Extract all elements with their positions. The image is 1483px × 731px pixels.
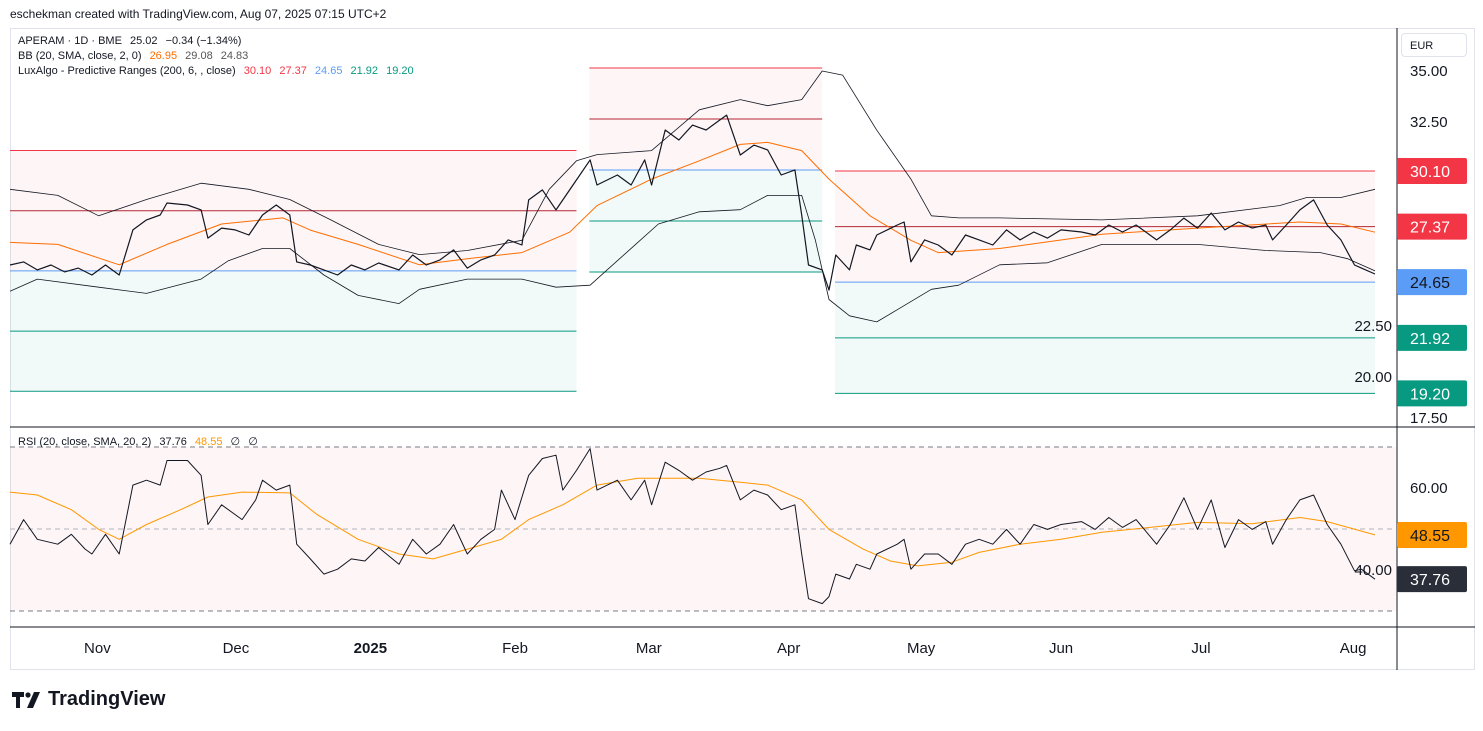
chart-frame — [10, 28, 1475, 670]
rsi-label-badge-bg — [1397, 566, 1467, 593]
time-axis-tick: Jun — [1049, 640, 1073, 657]
pr-value-r1: 27.37 — [279, 65, 307, 77]
price-label-badge: 27.37 — [1410, 220, 1450, 237]
chart-credit: eschekman created with TradingView.com, … — [10, 7, 387, 21]
price-axis-tick: 22.50 — [1354, 318, 1392, 335]
bb-lower-line — [9, 195, 1376, 323]
price-label-badge-bg — [1397, 213, 1467, 240]
bb-upper-value: 29.08 — [185, 50, 213, 62]
time-axis-tick: May — [907, 640, 936, 657]
symbol-legend[interactable]: APERAM · 1D · BME 25.02 −0.34 (−1.34%) — [18, 34, 246, 49]
time-axis-tick: Feb — [502, 640, 528, 657]
pr-legend[interactable]: LuxAlgo - Predictive Ranges (200, 6, , c… — [18, 64, 419, 79]
rsi-axis-tick: 60.00 — [1410, 480, 1448, 497]
pr-value-avg: 24.65 — [314, 65, 343, 77]
time-axis-tick: Aug — [1340, 640, 1367, 657]
time-axis-tick: Jul — [1191, 640, 1210, 657]
tradingview-logo[interactable]: TradingView — [12, 688, 165, 711]
time-axis-tick: Mar — [636, 640, 662, 657]
currency-button[interactable]: EUR — [1401, 33, 1467, 57]
price-label-badge-bg — [1397, 324, 1467, 351]
symbol-title: APERAM · 1D · BME — [18, 35, 122, 47]
bb-lower-value: 24.83 — [220, 50, 249, 62]
price-change: −0.34 (−1.34%) — [165, 35, 242, 47]
rsi-label: RSI (20, close, SMA, 20, 2) — [18, 436, 152, 448]
price-label-badge-bg — [1397, 380, 1467, 407]
time-axis-tick: 2025 — [354, 640, 387, 657]
price-label-badge-bg — [1397, 157, 1467, 184]
time-axis-tick: Dec — [223, 640, 250, 657]
pr-value-r2: 30.10 — [243, 65, 272, 77]
price-label-badge: 24.65 — [1410, 275, 1450, 292]
price-axis-tick: 17.50 — [1410, 410, 1448, 427]
bb-legend[interactable]: BB (20, SMA, close, 2, 0) 26.95 29.08 24… — [18, 49, 253, 64]
pr-value-s2: 19.20 — [386, 65, 414, 77]
pr-value-s1: 21.92 — [350, 65, 379, 77]
bb-upper-line — [9, 70, 1376, 255]
price-axis-tick: 32.50 — [1410, 114, 1448, 131]
rsi-legend[interactable]: RSI (20, close, SMA, 20, 2) 37.76 48.55 … — [18, 435, 263, 450]
rsi-label-badge: 48.55 — [1410, 528, 1450, 545]
rsi-na-2: ∅ — [248, 436, 258, 448]
bb-basis-value: 26.95 — [149, 50, 178, 62]
rsi-label-badge: 37.76 — [1410, 572, 1450, 589]
rsi-line — [9, 448, 1376, 605]
price-label-badge: 30.10 — [1410, 164, 1450, 181]
logo-text: TradingView — [48, 688, 166, 710]
price-label-badge: 19.20 — [1410, 386, 1450, 403]
bb-basis-line — [9, 141, 1376, 266]
time-axis-tick: Nov — [84, 640, 111, 657]
price-label-badge: 21.92 — [1410, 331, 1450, 348]
rsi-label-badge-bg — [1397, 521, 1467, 548]
pr-label: LuxAlgo - Predictive Ranges (200, 6, , c… — [18, 65, 236, 77]
time-axis-tick: Apr — [777, 640, 800, 657]
rsi-value: 37.76 — [159, 436, 187, 448]
price-axis-tick: 20.00 — [1354, 369, 1392, 386]
rsi-na-1: ∅ — [230, 436, 241, 448]
rsi-axis-tick: 40.00 — [1354, 562, 1392, 579]
bb-label: BB (20, SMA, close, 2, 0) — [18, 50, 142, 62]
price-axis-tick: 35.00 — [1410, 63, 1448, 80]
rsi-sma-value: 48.55 — [194, 436, 223, 448]
rsi-sma-line — [9, 477, 1376, 567]
price-label-badge-bg — [1397, 269, 1467, 296]
last-price: 25.02 — [129, 35, 158, 47]
close-price-line — [9, 114, 1376, 291]
tradingview-logo-icon — [12, 691, 40, 708]
